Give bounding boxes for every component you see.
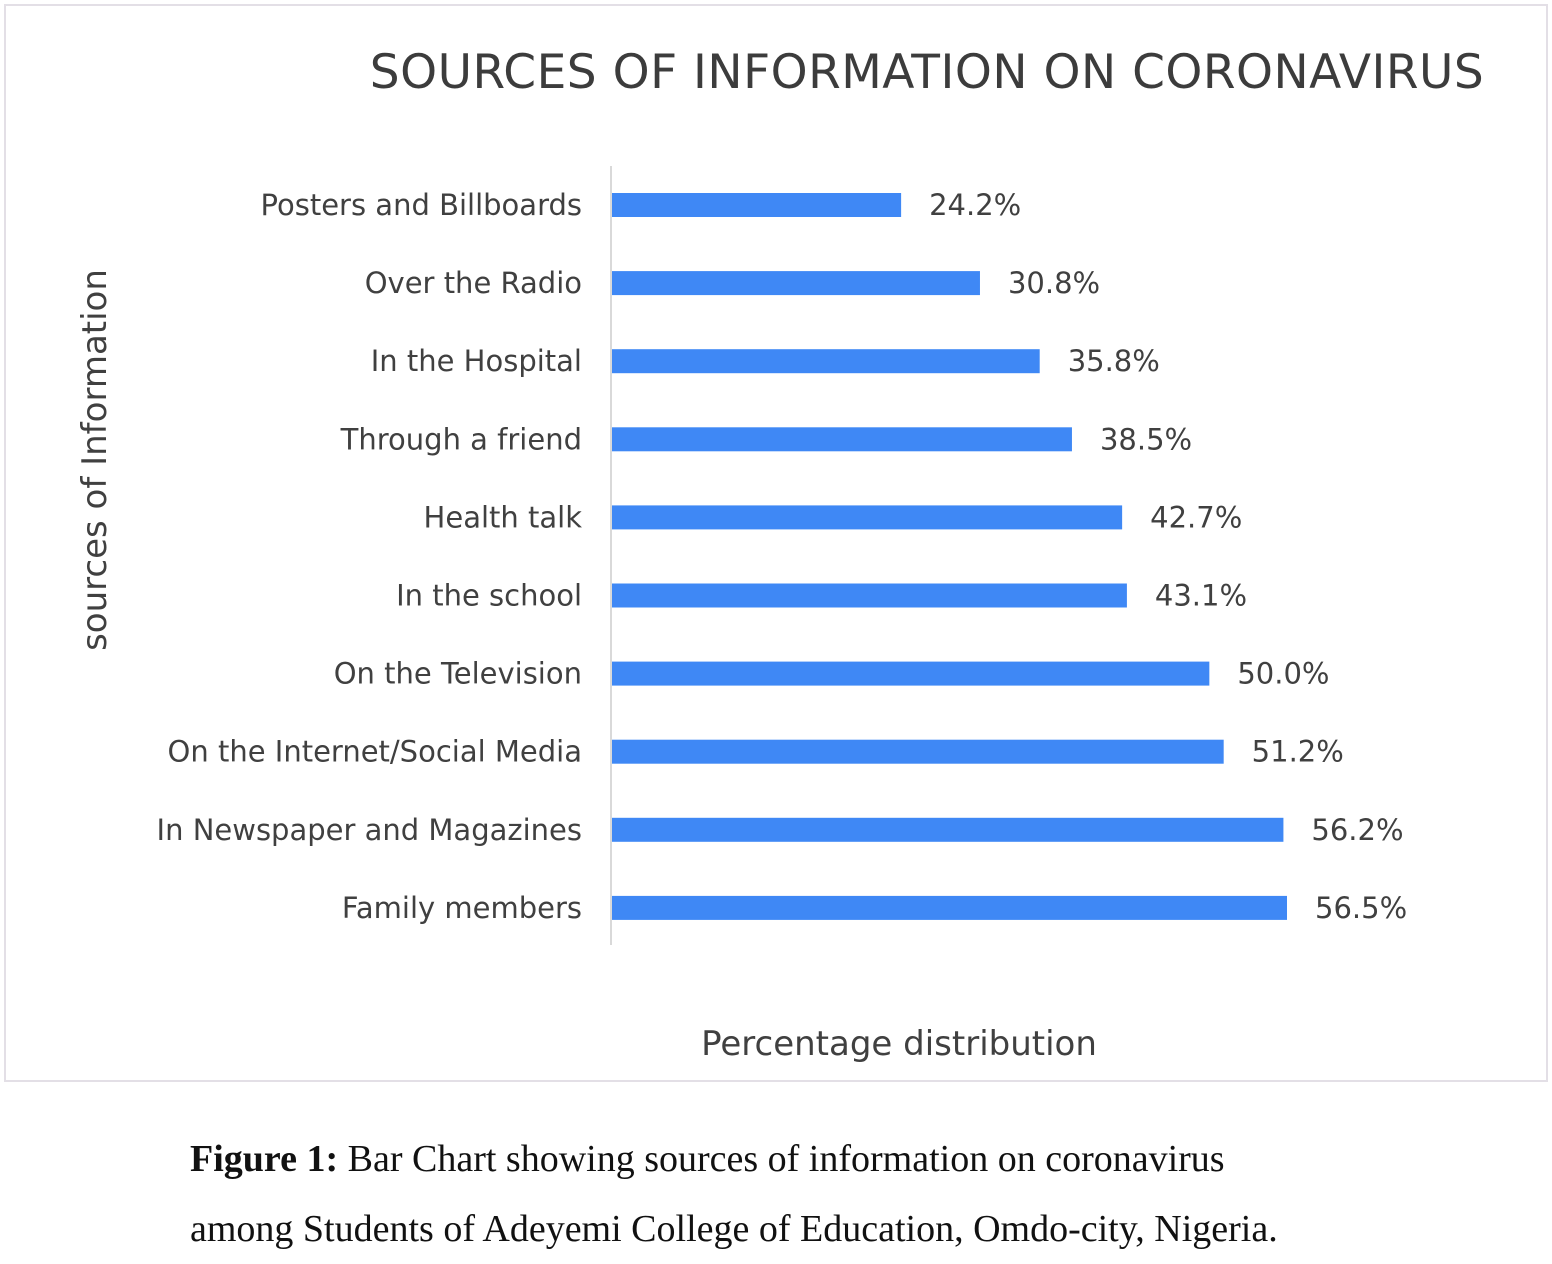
category-label: Posters and Billboards: [261, 188, 582, 222]
value-label: 56.5%: [1315, 891, 1407, 925]
value-label: 51.2%: [1252, 735, 1344, 769]
bar: [612, 193, 902, 217]
caption-label: Figure 1:: [190, 1138, 339, 1180]
category-label: Family members: [342, 891, 582, 925]
value-label: 38.5%: [1100, 422, 1192, 456]
bars-group: Posters and Billboards 24.2% Over the Radi…: [157, 188, 1408, 925]
bar: [612, 505, 1123, 530]
category-label: On the Television: [334, 657, 582, 691]
caption-line-2: among Students of Adeyemi College of Edu…: [190, 1208, 1278, 1250]
value-label: 56.2%: [1311, 813, 1403, 847]
x-axis-title: Percentage distribution: [701, 1024, 1097, 1064]
value-label: 42.7%: [1150, 500, 1242, 534]
figure-caption: Figure 1: Bar Chart showing sources of i…: [190, 1124, 1490, 1264]
bar: [612, 349, 1040, 374]
bar: [612, 427, 1072, 452]
category-label: Health talk: [424, 500, 583, 534]
value-label: 24.2%: [929, 188, 1021, 222]
bar: [612, 271, 980, 296]
bar: [612, 739, 1224, 764]
category-label: Over the Radio: [365, 266, 582, 300]
y-axis-title: sources of Information: [75, 269, 115, 651]
value-label: 43.1%: [1155, 579, 1247, 613]
category-label: In the school: [396, 579, 582, 613]
category-label: On the Internet/Social Media: [168, 735, 582, 769]
bar: [612, 661, 1210, 686]
category-label: In Newspaper and Magazines: [157, 813, 582, 847]
bar: [612, 583, 1127, 608]
category-label: Through a friend: [340, 422, 582, 456]
bar: [612, 895, 1287, 920]
value-label: 30.8%: [1008, 266, 1100, 300]
caption-line-1: Figure 1: Bar Chart showing sources of i…: [190, 1124, 1490, 1194]
value-label: 35.8%: [1068, 344, 1160, 378]
category-label: In the Hospital: [371, 344, 582, 378]
caption-text-1: Bar Chart showing sources of information…: [338, 1138, 1225, 1180]
value-label: 50.0%: [1237, 657, 1329, 691]
chart-title: SOURCES OF INFORMATION ON CORONAVIRUS: [370, 45, 1485, 100]
bar-chart: SOURCES OF INFORMATION ON CORONAVIRUS Po…: [75, 45, 1485, 1064]
bar: [612, 817, 1284, 842]
